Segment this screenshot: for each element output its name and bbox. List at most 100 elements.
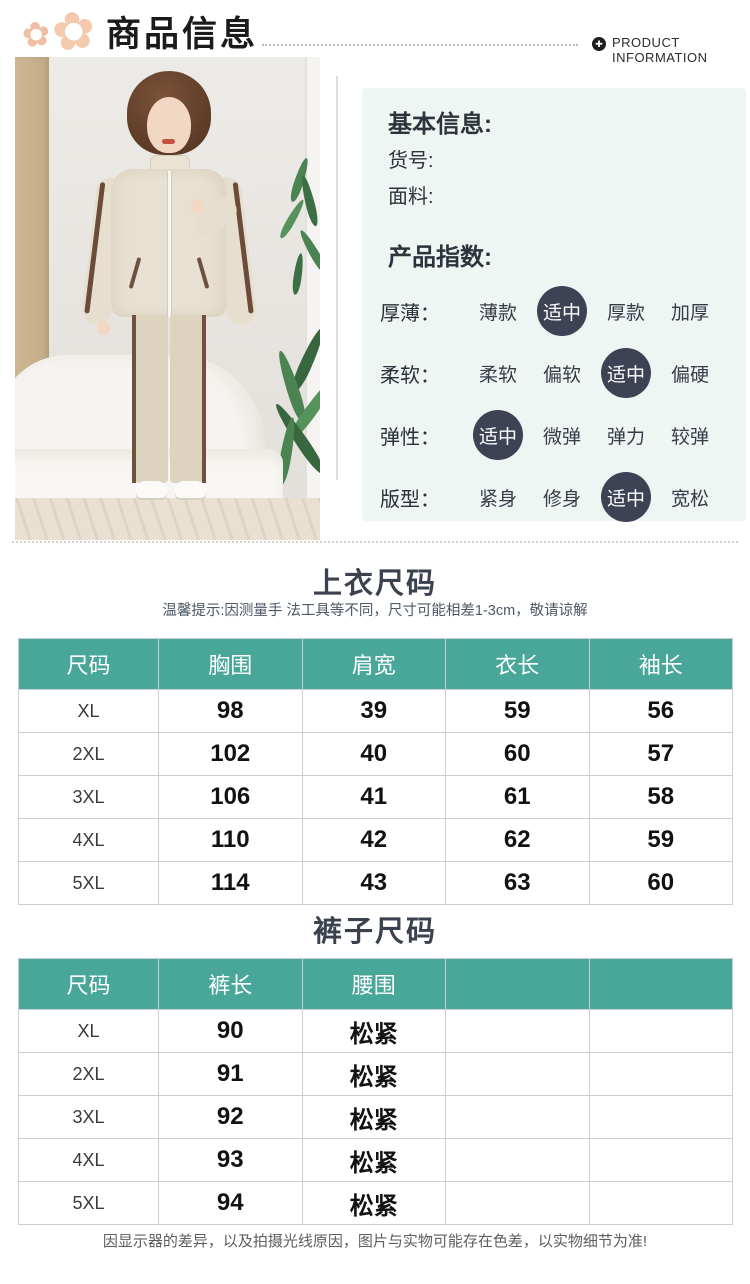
index-option-label: 微弹 bbox=[542, 426, 581, 448]
pants-leg bbox=[170, 315, 206, 483]
table-header-row: 尺码 胸围 肩宽 衣长 袖长 bbox=[18, 638, 733, 690]
value-cell: 63 bbox=[445, 861, 590, 905]
column-header: 衣长 bbox=[445, 638, 590, 690]
index-row: 版型： 紧身 修身 适中 宽松 bbox=[380, 466, 746, 528]
fabric-label: 面料: bbox=[388, 186, 434, 208]
value-cell: 58 bbox=[588, 775, 733, 819]
pants-stripe bbox=[202, 315, 206, 483]
value-cell: 92 bbox=[158, 1095, 303, 1139]
value-cell bbox=[588, 1181, 733, 1225]
plant-leaf bbox=[291, 252, 305, 296]
value-cell: 松紧 bbox=[301, 1138, 446, 1182]
index-row-label: 弹性： bbox=[380, 426, 440, 449]
index-option-label: 紧身 bbox=[478, 488, 517, 510]
flower-icon: ✿ bbox=[19, 14, 54, 56]
header-dotted-divider bbox=[262, 44, 578, 46]
index-option-label: 适中 bbox=[601, 348, 651, 398]
table-row: 4XL 93 松紧 bbox=[18, 1138, 733, 1182]
size-cell: 5XL bbox=[18, 1181, 159, 1225]
value-cell: 62 bbox=[445, 818, 590, 862]
index-option: 偏软 bbox=[530, 360, 594, 387]
table-row: 2XL 102 40 60 57 bbox=[18, 732, 733, 776]
value-cell bbox=[588, 1138, 733, 1182]
table-row: 5XL 114 43 63 60 bbox=[18, 861, 733, 905]
index-option-selected: 适中 bbox=[530, 286, 594, 336]
column-header: 尺码 bbox=[18, 958, 159, 1010]
size-cell: 5XL bbox=[18, 861, 159, 905]
column-header: 胸围 bbox=[158, 638, 303, 690]
value-cell: 98 bbox=[158, 689, 303, 733]
index-option-label: 适中 bbox=[473, 410, 523, 460]
value-cell: 松紧 bbox=[301, 1009, 446, 1053]
index-option-label: 适中 bbox=[537, 286, 587, 336]
value-cell: 91 bbox=[158, 1052, 303, 1096]
size-cell: XL bbox=[18, 1009, 159, 1053]
index-option-label: 宽松 bbox=[670, 488, 709, 510]
item-number-label: 货号: bbox=[388, 150, 434, 172]
index-option: 较弹 bbox=[658, 422, 722, 449]
product-photo bbox=[15, 57, 320, 540]
product-information-badge-icon: ✚ bbox=[592, 37, 606, 51]
vertical-divider bbox=[336, 76, 338, 480]
pants-leg bbox=[132, 315, 168, 483]
index-row: 柔软： 柔软 偏软 适中 偏硬 bbox=[380, 342, 746, 404]
value-cell: 39 bbox=[301, 689, 446, 733]
table-row: 3XL 106 41 61 58 bbox=[18, 775, 733, 819]
index-option: 修身 bbox=[530, 484, 594, 511]
index-option-label: 厚款 bbox=[606, 302, 645, 324]
product-index-title: 产品指数: bbox=[388, 244, 492, 271]
table-row: XL 90 松紧 bbox=[18, 1009, 733, 1053]
index-option-label: 偏软 bbox=[542, 364, 581, 386]
value-cell: 60 bbox=[445, 732, 590, 776]
value-cell: 59 bbox=[445, 689, 590, 733]
value-cell: 90 bbox=[158, 1009, 303, 1053]
index-option: 弹力 bbox=[594, 422, 658, 449]
value-cell: 43 bbox=[301, 861, 446, 905]
sleeve-stripe bbox=[232, 182, 254, 314]
flower-icon: ✿ bbox=[48, 0, 100, 64]
index-option-selected: 适中 bbox=[594, 348, 658, 398]
index-option-label: 较弹 bbox=[670, 426, 709, 448]
index-row-label: 柔软： bbox=[380, 364, 440, 387]
column-header: 裤长 bbox=[158, 958, 303, 1010]
info-panel: 基本信息: 货号: 面料: 产品指数: 厚薄： 薄款 适中 厚款 加厚 柔软： 柔软 偏软 适中… bbox=[362, 88, 746, 522]
model-hand bbox=[191, 199, 204, 213]
sleeve-stripe bbox=[84, 182, 106, 314]
value-cell: 110 bbox=[158, 818, 303, 862]
index-row: 弹性： 适中 微弹 弹力 较弹 bbox=[380, 404, 746, 466]
measurement-tip: 温馨提示:因测量手 法工具等不同，尺寸可能相差1-3cm，敬请谅解 bbox=[162, 603, 588, 619]
size-cell: 3XL bbox=[18, 1095, 159, 1139]
size-cell: 2XL bbox=[18, 732, 159, 776]
value-cell bbox=[445, 1052, 590, 1096]
value-cell: 94 bbox=[158, 1181, 303, 1225]
column-header: 肩宽 bbox=[301, 638, 446, 690]
value-cell bbox=[445, 1138, 590, 1182]
value-cell bbox=[445, 1009, 590, 1053]
value-cell: 93 bbox=[158, 1138, 303, 1182]
value-cell: 松紧 bbox=[301, 1095, 446, 1139]
jacket-zipper bbox=[167, 171, 172, 317]
model-lips bbox=[162, 139, 175, 144]
index-option-selected: 适中 bbox=[594, 472, 658, 522]
column-header: 袖长 bbox=[588, 638, 733, 690]
index-option: 宽松 bbox=[658, 484, 722, 511]
value-cell: 41 bbox=[301, 775, 446, 819]
index-option: 偏硬 bbox=[658, 360, 722, 387]
column-header bbox=[445, 958, 590, 1010]
wood-floor bbox=[15, 498, 320, 540]
index-option: 薄款 bbox=[466, 298, 530, 325]
index-option-label: 柔软 bbox=[478, 364, 517, 386]
table-row: 3XL 92 松紧 bbox=[18, 1095, 733, 1139]
index-row-label: 版型： bbox=[380, 488, 440, 511]
value-cell bbox=[445, 1095, 590, 1139]
value-cell: 42 bbox=[301, 818, 446, 862]
sneaker bbox=[136, 481, 167, 498]
value-cell: 114 bbox=[158, 861, 303, 905]
section-dotted-divider bbox=[12, 541, 738, 543]
value-cell bbox=[588, 1052, 733, 1096]
value-cell: 61 bbox=[445, 775, 590, 819]
value-cell: 102 bbox=[158, 732, 303, 776]
model-face bbox=[147, 97, 191, 153]
basic-info-title: 基本信息: bbox=[388, 111, 492, 138]
value-cell: 60 bbox=[588, 861, 733, 905]
